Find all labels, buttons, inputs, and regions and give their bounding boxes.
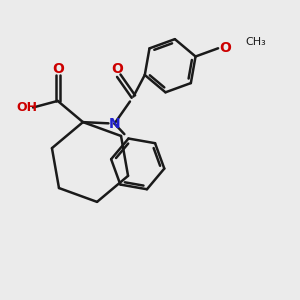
Text: O: O	[219, 41, 231, 55]
Text: OH: OH	[16, 101, 37, 114]
Text: N: N	[109, 117, 120, 130]
Text: CH₃: CH₃	[245, 37, 266, 47]
Text: O: O	[111, 62, 123, 76]
Text: O: O	[52, 62, 64, 76]
